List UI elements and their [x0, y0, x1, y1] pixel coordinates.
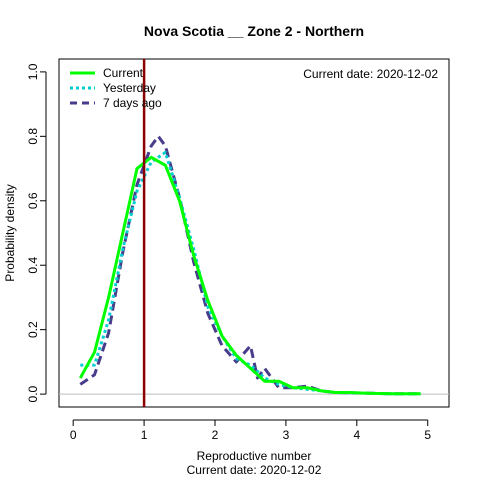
- x-tick-label: 1: [141, 428, 148, 442]
- legend-label-7-days-ago: 7 days ago: [103, 96, 162, 110]
- y-tick-label: 0.8: [26, 128, 40, 145]
- chart-title: Nova Scotia __ Zone 2 - Northern: [144, 23, 364, 39]
- y-tick-label: 0.4: [26, 257, 40, 274]
- x-tick-label: 0: [70, 428, 77, 442]
- current-date-annotation: Current date: 2020-12-02: [303, 67, 438, 81]
- axis-layer: 0 1 2 3 4 5 0.0 0.2 0.4 0.6 0.8 1.0: [26, 63, 431, 442]
- y-tick-label: 0.0: [26, 385, 40, 402]
- plot-layer: [59, 59, 449, 407]
- series-line-7-days-ago: [79, 134, 421, 396]
- y-tick-label: 0.2: [26, 321, 40, 338]
- x-tick-label: 5: [424, 428, 431, 442]
- x-tick-label: 3: [283, 428, 290, 442]
- legend-label-current: Current: [103, 66, 144, 80]
- x-axis-sublabel: Current date: 2020-12-02: [187, 463, 322, 477]
- y-tick-label: 1.0: [26, 63, 40, 80]
- y-tick-label: 0.6: [26, 192, 40, 209]
- x-tick-label: 2: [212, 428, 219, 442]
- plot-frame: [58, 58, 450, 408]
- y-axis-label: Probability density: [3, 184, 17, 281]
- series-line-current: [78, 155, 421, 396]
- legend-label-yesterday: Yesterday: [103, 81, 156, 95]
- series-line-yesterday: [80, 150, 421, 396]
- x-axis-label: Reproductive number: [197, 449, 312, 463]
- x-tick-label: 4: [353, 428, 360, 442]
